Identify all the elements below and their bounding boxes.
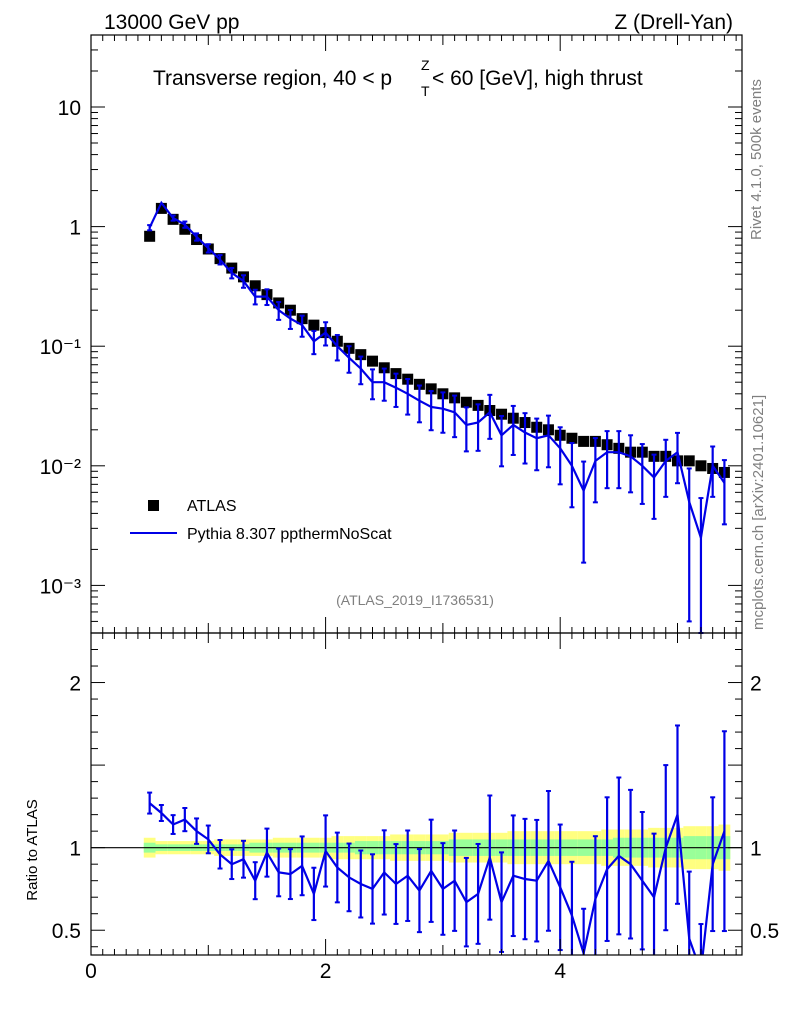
main-y-tick-label: 1 [69, 217, 81, 240]
main-y-tick-label: 10⁻² [40, 456, 81, 479]
data-point-atlas [413, 378, 425, 390]
data-point-atlas [578, 435, 590, 447]
ratio-frame [90, 632, 743, 956]
data-point-atlas [683, 455, 695, 467]
rivet-version-label: Rivet 4.1.0, 500k events [748, 79, 765, 240]
legend-atlas-label: ATLAS [187, 498, 237, 515]
ratio-tick-label-left: 0.5 [52, 920, 81, 943]
data-point-atlas [179, 223, 191, 235]
ratio-mc-series [147, 724, 727, 955]
plot-title-pre: Transverse region, 40 < p [153, 67, 392, 90]
data-point-atlas [695, 460, 707, 472]
data-point-atlas [566, 432, 578, 444]
header-left: 13000 GeV pp [104, 11, 239, 34]
data-point-atlas [496, 408, 508, 420]
data-point-atlas [460, 396, 472, 408]
data-point-atlas [144, 230, 156, 242]
ratio-mc-line [148, 802, 726, 955]
legend-mc-label: Pythia 8.307 ppthermNoScat [187, 526, 392, 543]
main-y-ticks [91, 34, 742, 634]
data-point-atlas [355, 349, 367, 361]
main-y-tick-label: 10⁻³ [40, 575, 81, 598]
plot-title-post: < 60 [GeV], high thrust [432, 67, 643, 90]
mc-line [148, 200, 726, 539]
header-right: Z (Drell-Yan) [614, 11, 733, 34]
ratio-tick-label-left: 2 [69, 673, 81, 696]
x-tick-label: 4 [554, 960, 566, 983]
plot-title-sub: T [421, 83, 430, 99]
mcplots-label: mcplots.cern.ch [arXiv:2401.10621] [750, 395, 767, 630]
data-point-atlas [249, 280, 261, 292]
x-tick-label: 0 [85, 960, 97, 983]
atlas-data-series [144, 202, 730, 478]
analysis-id: (ATLAS_2019_I1736531) [336, 592, 494, 608]
ratio-axis-label: Ratio to ATLAS [24, 799, 41, 900]
legend-atlas-marker [148, 500, 159, 511]
data-point-atlas [308, 319, 320, 331]
ratio-tick-label-right: 2 [750, 673, 762, 696]
ratio-tick-label-right: 1 [750, 838, 762, 861]
data-point-atlas [155, 202, 167, 214]
mc-series [147, 200, 727, 634]
main-y-tick-label: 10⁻¹ [40, 336, 81, 359]
plot-title: Transverse region, 40 < p [153, 67, 392, 90]
main-y-tick-label: 10 [58, 97, 81, 120]
x-ticks [90, 35, 737, 955]
ratio-tick-label-left: 1 [69, 838, 81, 861]
ratio-y-ticks [91, 632, 742, 948]
data-point-atlas [367, 355, 379, 367]
ratio-tick-label-right: 0.5 [750, 920, 779, 943]
plot-title-sup: Z [421, 57, 430, 73]
main-frame [90, 34, 743, 634]
data-point-atlas [425, 383, 437, 395]
x-tick-label: 2 [320, 960, 332, 983]
